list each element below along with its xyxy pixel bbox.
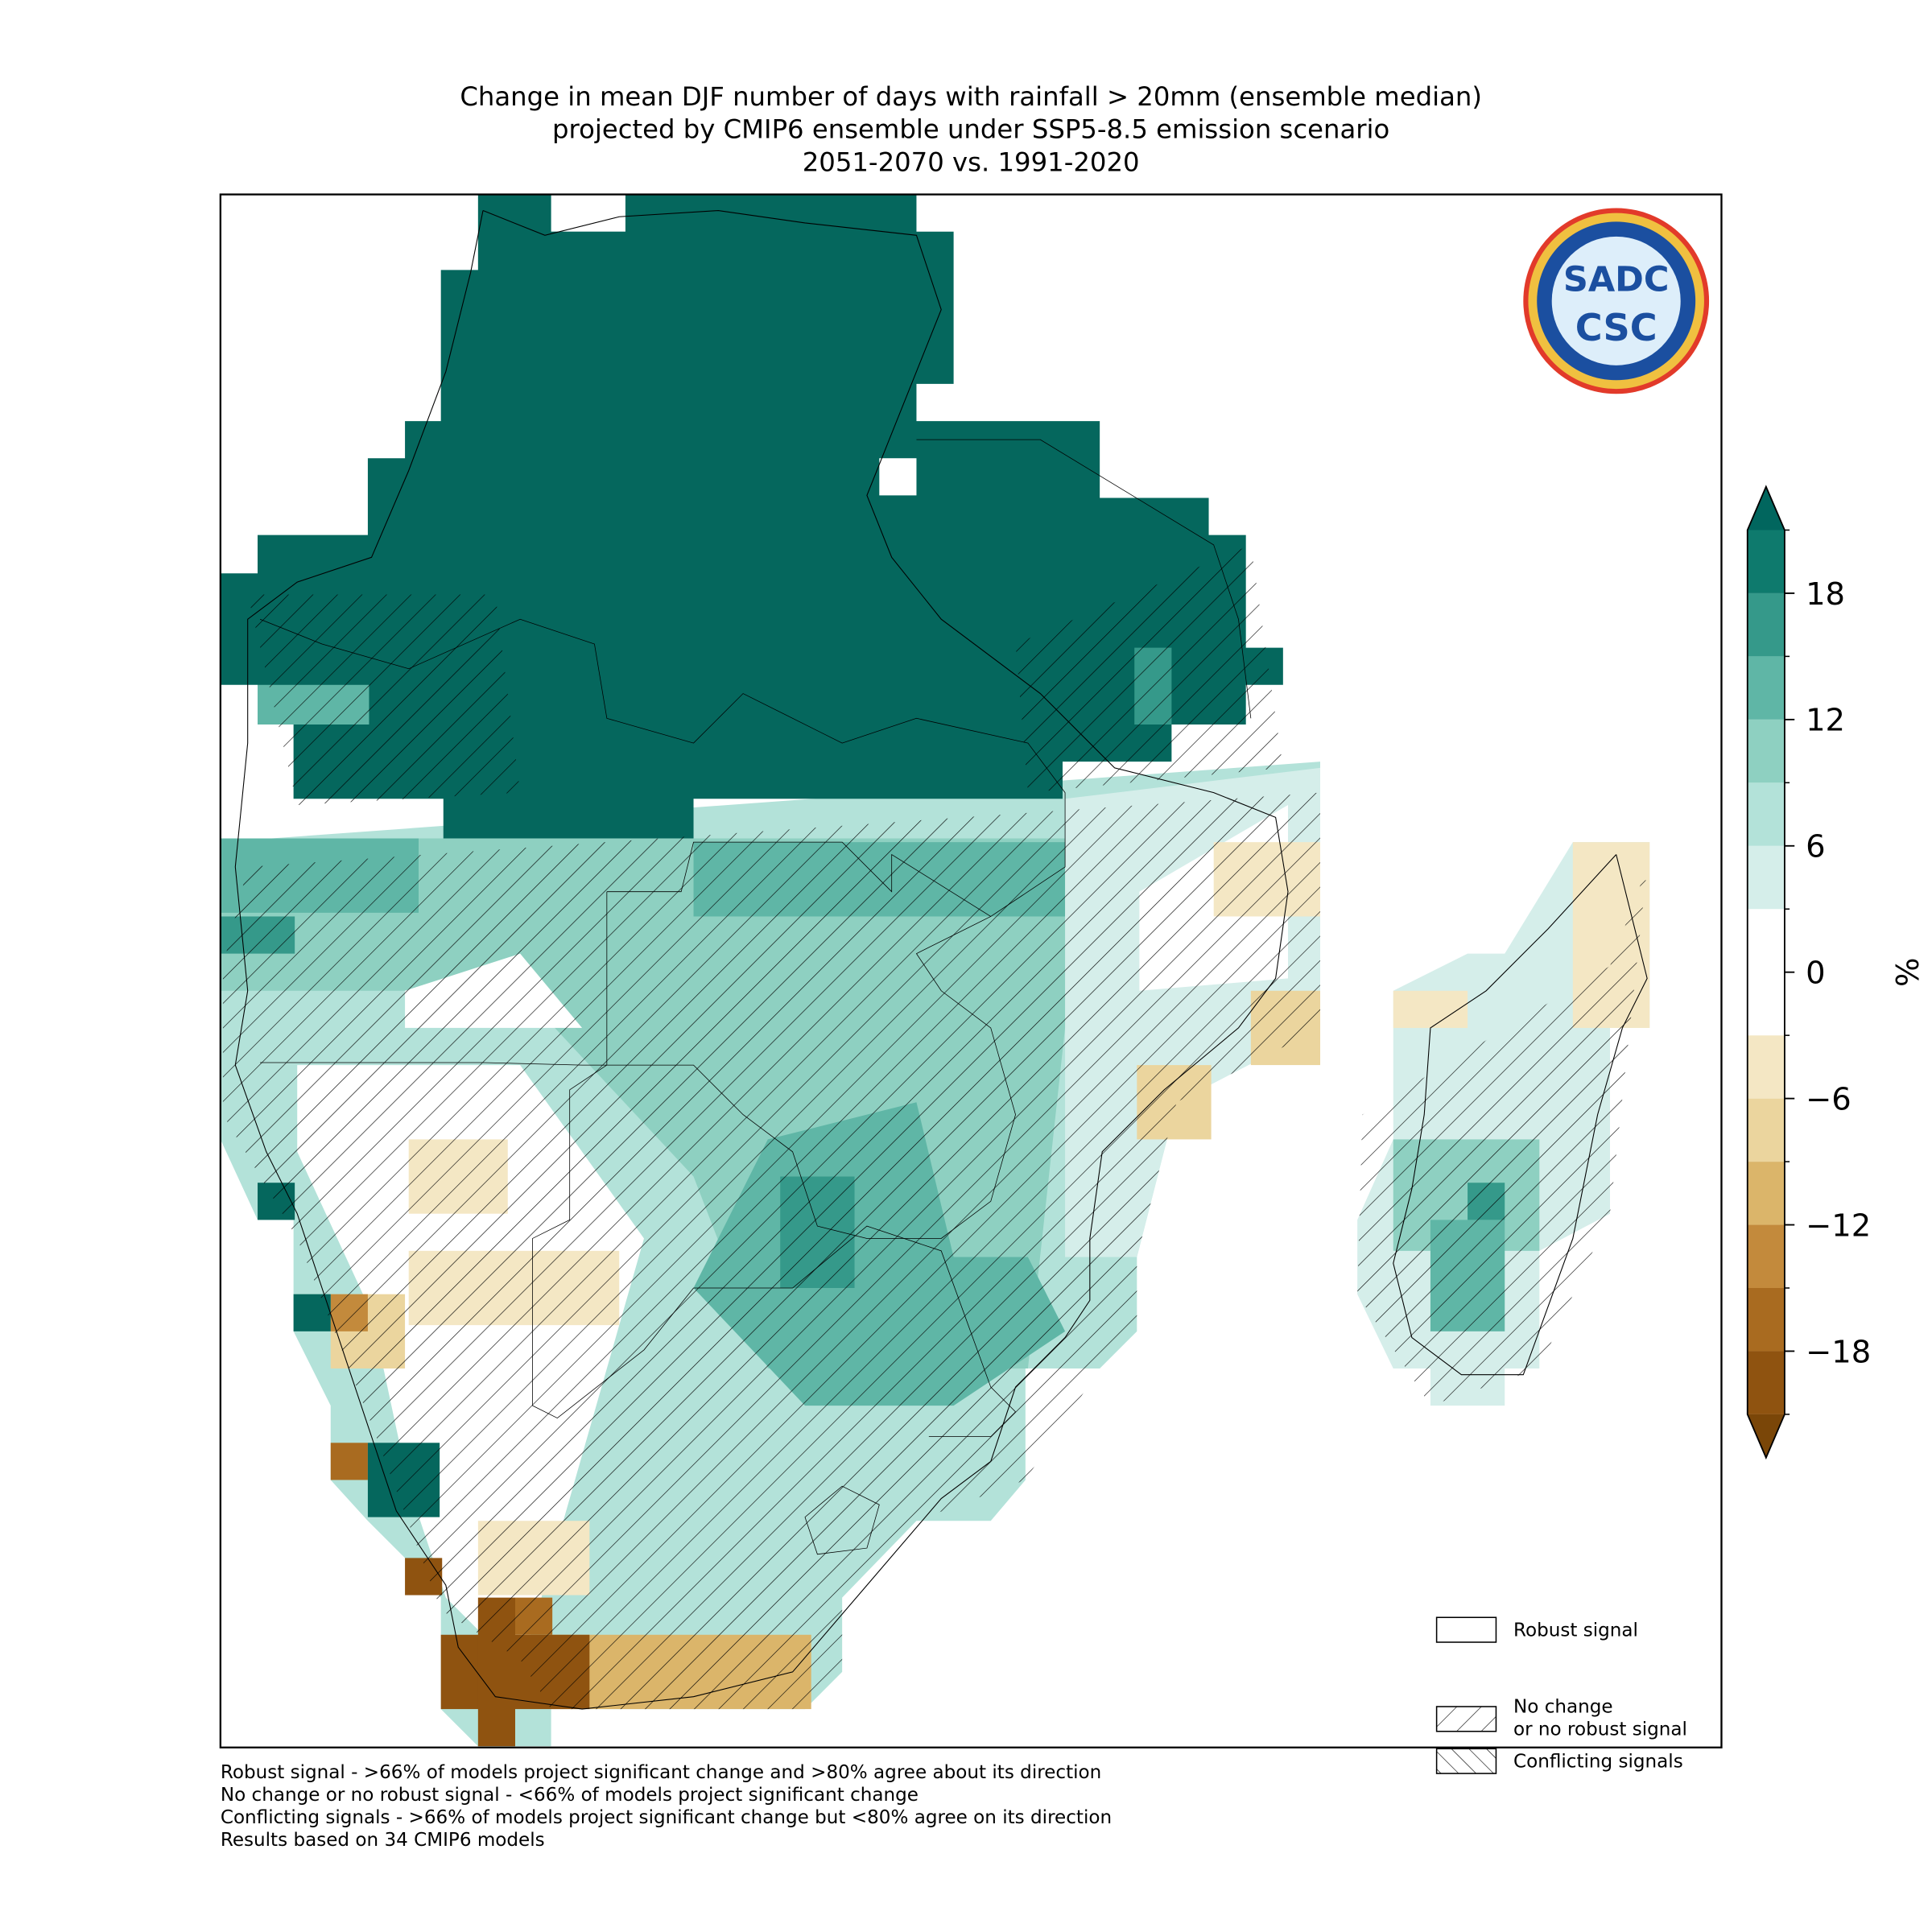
colorbar-segment xyxy=(1747,782,1785,846)
border xyxy=(532,891,1017,1437)
hatch-area xyxy=(1357,866,1648,1406)
border xyxy=(916,439,1252,719)
hatch-area xyxy=(222,792,1320,1710)
colorbar-segment xyxy=(1747,1162,1785,1225)
colorbar-tick-label: 12 xyxy=(1806,703,1845,739)
hatch-area xyxy=(247,594,521,805)
footnote: Conflicting signals - >66% of models pro… xyxy=(221,1807,1112,1828)
colorbar: 18 12 6 0 −6 −12 −18% xyxy=(1746,485,1926,1460)
legend-swatch xyxy=(1435,1706,1497,1732)
border xyxy=(259,618,1066,917)
colorbar-segment xyxy=(1747,845,1785,910)
footnote: Results based on 34 CMIP6 models xyxy=(221,1830,545,1851)
legend-swatch xyxy=(1435,1748,1497,1774)
lesotho xyxy=(804,1485,880,1555)
hatch-area xyxy=(1015,544,1283,793)
colorbar-segment xyxy=(1747,656,1785,720)
colorbar-extend xyxy=(1747,486,1785,530)
title: Change in mean DJF number of days with r… xyxy=(460,81,1482,178)
footnotes: Robust signal - >66% of models project s… xyxy=(221,1762,1112,1851)
colorbar-segment xyxy=(1747,1288,1785,1352)
hole xyxy=(551,194,625,232)
logo: SADC CSC xyxy=(1523,208,1710,394)
footnote: Robust signal - >66% of models project s… xyxy=(221,1762,1101,1783)
logo-disc xyxy=(1551,236,1681,365)
title-line: projected by CMIP6 ensemble under SSP5-8… xyxy=(552,114,1389,145)
title-line: 2051-2070 vs. 1991-2020 xyxy=(803,147,1140,177)
legend-swatch xyxy=(1435,1616,1497,1643)
title-line: Change in mean DJF number of days with r… xyxy=(460,81,1482,112)
colorbar-tick-label: 0 xyxy=(1806,956,1825,992)
logo-text: SADC xyxy=(1563,260,1670,300)
legend-label: Conflicting signals xyxy=(1513,1751,1683,1772)
colorbar-segment xyxy=(1747,972,1785,1036)
coastline xyxy=(1393,854,1648,1376)
colorbar-tick-label: 6 xyxy=(1806,829,1825,865)
hole xyxy=(879,458,917,496)
colorbar-label: % xyxy=(1890,957,1926,987)
colorbar-tick-label: −18 xyxy=(1806,1334,1871,1370)
legend-label: Robust signal xyxy=(1513,1620,1638,1641)
colorbar-tick-label: −12 xyxy=(1806,1208,1871,1244)
madagascar-beige xyxy=(1393,990,1468,1028)
colorbar-segment xyxy=(1747,909,1785,972)
colorbar-segment xyxy=(1747,1098,1785,1162)
colorbar-segment xyxy=(1747,1224,1785,1288)
brown-patch xyxy=(330,1443,368,1480)
legend-label: or no robust signal xyxy=(1513,1719,1687,1740)
colorbar-segment xyxy=(1747,1035,1785,1099)
map xyxy=(220,194,1650,1747)
colorbar-segment xyxy=(1747,719,1785,783)
colorbar-tick-label: 18 xyxy=(1806,576,1845,613)
colorbar-extend xyxy=(1747,1414,1785,1458)
coastline xyxy=(234,209,1289,1710)
border xyxy=(260,916,1016,1239)
logo-text: CSC xyxy=(1575,306,1657,349)
colorbar-segment xyxy=(1747,530,1785,593)
map-frame xyxy=(219,193,1723,1748)
footnote: No change or no robust signal - <66% of … xyxy=(221,1785,919,1806)
legend-label: No change xyxy=(1513,1697,1613,1718)
colorbar-segment xyxy=(1747,1351,1785,1414)
colorbar-segment xyxy=(1747,592,1785,657)
colorbar-tick-label: −6 xyxy=(1806,1081,1852,1117)
